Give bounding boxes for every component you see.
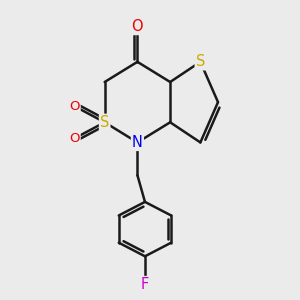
Text: O: O: [69, 132, 80, 145]
Text: F: F: [141, 277, 149, 292]
Text: O: O: [132, 19, 143, 34]
Text: O: O: [69, 100, 80, 113]
Text: S: S: [196, 54, 205, 69]
Text: S: S: [100, 115, 109, 130]
Text: N: N: [132, 135, 143, 150]
